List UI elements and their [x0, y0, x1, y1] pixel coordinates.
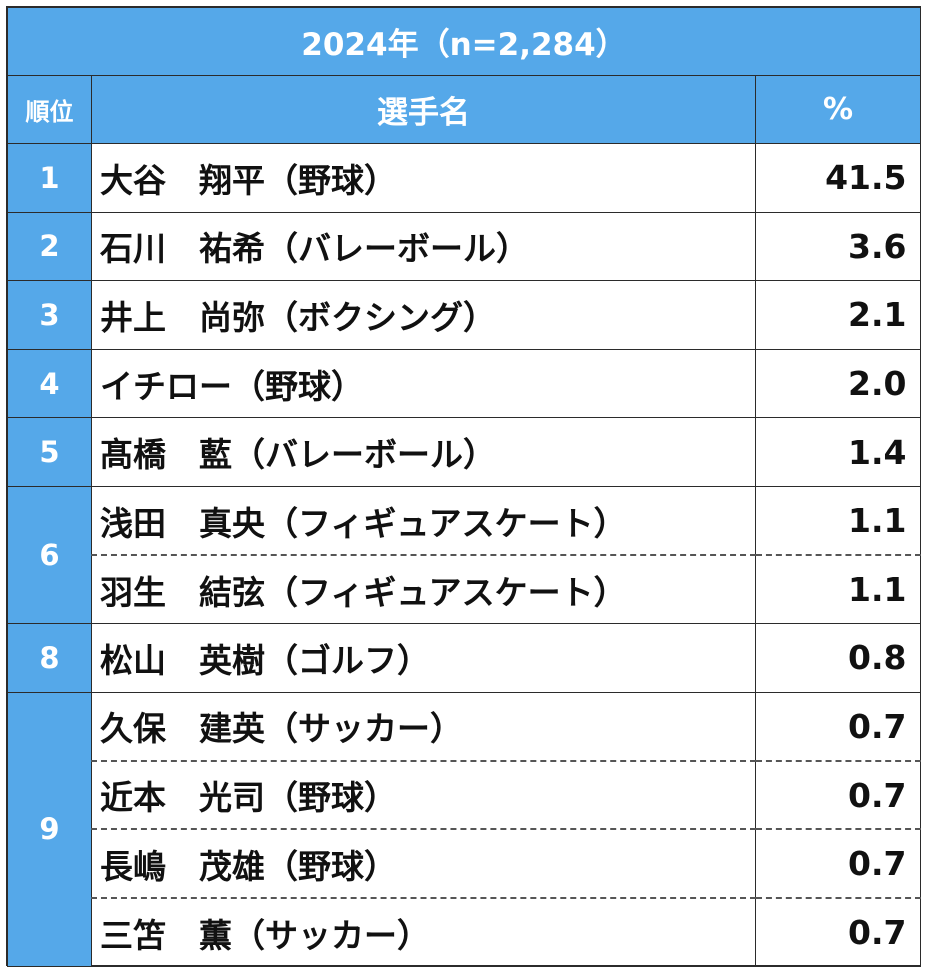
player-name-cell: 髙橋 藍（バレーボール）	[91, 417, 756, 487]
table-row: 羽生 結弦（フィギュアスケート） 1.1	[8, 554, 921, 625]
percent-cell: 1.1	[755, 554, 921, 625]
percent-cell: 1.4	[755, 417, 921, 487]
percent-cell: 1.1	[755, 485, 921, 556]
percent-cell: 2.1	[755, 280, 921, 350]
percent-cell: 0.7	[755, 691, 921, 762]
percent-cell: 0.7	[755, 897, 921, 968]
percent-cell: 41.5	[755, 143, 921, 213]
player-name-cell: 井上 尚弥（ボクシング）	[91, 280, 756, 350]
player-name-cell: 石川 祐希（バレーボール）	[91, 211, 756, 282]
percent-cell: 0.8	[755, 623, 921, 693]
header-percent: %	[755, 75, 921, 144]
table-row: 3 井上 尚弥（ボクシング） 2.1	[7, 280, 921, 350]
rank-cell: 3	[7, 280, 92, 350]
table-title: 2024年（n=2,284）	[7, 7, 921, 76]
table-row: 9 久保 建英（サッカー） 0.7	[7, 691, 921, 968]
ranking-table-container: 2024年（n=2,284） 順位 選手名 % 1 大谷 翔平（野球） 41.5…	[6, 6, 921, 968]
rank-cell: 2	[7, 211, 92, 282]
table-row: 近本 光司（野球） 0.7	[8, 759, 921, 830]
ranking-table: 2024年（n=2,284） 順位 選手名 % 1 大谷 翔平（野球） 41.5…	[7, 7, 921, 968]
header-rank: 順位	[7, 75, 92, 144]
table-row: 三笘 薫（サッカー） 0.7	[8, 897, 921, 968]
table-row: 2 石川 祐希（バレーボール） 3.6	[7, 211, 921, 282]
player-name-cell: 羽生 結弦（フィギュアスケート）	[91, 554, 756, 625]
table-row: 長嶋 茂雄（野球） 0.7	[8, 828, 921, 899]
player-name-cell: 浅田 真央（フィギュアスケート）	[91, 485, 756, 556]
header-player-name: 選手名	[91, 75, 756, 144]
player-name-cell: 三笘 薫（サッカー）	[91, 897, 756, 968]
percent-cell: 0.7	[755, 759, 921, 830]
player-name-cell: 松山 英樹（ゴルフ）	[91, 623, 756, 693]
player-name-cell: イチロー（野球）	[91, 348, 756, 419]
rank-cell: 9	[7, 691, 92, 968]
table-row: 5 髙橋 藍（バレーボール） 1.4	[7, 417, 921, 487]
table-row: 4 イチロー（野球） 2.0	[7, 348, 921, 419]
rank-cell: 8	[7, 623, 92, 693]
table-row: 1 大谷 翔平（野球） 41.5	[7, 143, 921, 213]
percent-cell: 0.7	[755, 828, 921, 899]
player-name-cell: 大谷 翔平（野球）	[91, 143, 756, 213]
rank-cell: 1	[7, 143, 92, 213]
rank-cell: 4	[7, 348, 92, 419]
percent-cell: 2.0	[755, 348, 921, 419]
rank-cell: 6	[7, 485, 92, 625]
player-name-cell: 近本 光司（野球）	[91, 759, 756, 830]
player-name-cell: 久保 建英（サッカー）	[91, 691, 756, 762]
table-row: 8 松山 英樹（ゴルフ） 0.8	[7, 623, 921, 693]
rank-cell: 5	[7, 417, 92, 487]
table-row: 6 浅田 真央（フィギュアスケート） 1.1	[7, 485, 921, 625]
player-name-cell: 長嶋 茂雄（野球）	[91, 828, 756, 899]
percent-cell: 3.6	[755, 211, 921, 282]
